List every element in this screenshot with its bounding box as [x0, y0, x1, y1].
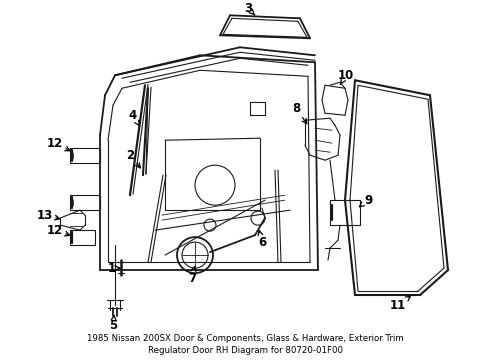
- Text: 2: 2: [126, 149, 141, 168]
- Text: 1985 Nissan 200SX Door & Components, Glass & Hardware, Exterior Trim: 1985 Nissan 200SX Door & Components, Gla…: [87, 333, 403, 342]
- Text: 8: 8: [292, 102, 307, 124]
- Text: 10: 10: [338, 69, 354, 85]
- Text: 12: 12: [47, 137, 70, 151]
- Text: 13: 13: [37, 209, 60, 222]
- Text: 6: 6: [258, 230, 266, 249]
- Text: Regulator Door RH Diagram for 80720-01F00: Regulator Door RH Diagram for 80720-01F0…: [147, 346, 343, 355]
- Text: 1: 1: [108, 262, 120, 275]
- Text: 3: 3: [244, 2, 255, 15]
- Text: 12: 12: [47, 224, 70, 237]
- Text: 7: 7: [188, 266, 196, 284]
- Text: 11: 11: [390, 296, 411, 311]
- Text: 4: 4: [129, 109, 139, 126]
- Text: 5: 5: [109, 315, 117, 332]
- Text: 9: 9: [359, 194, 372, 207]
